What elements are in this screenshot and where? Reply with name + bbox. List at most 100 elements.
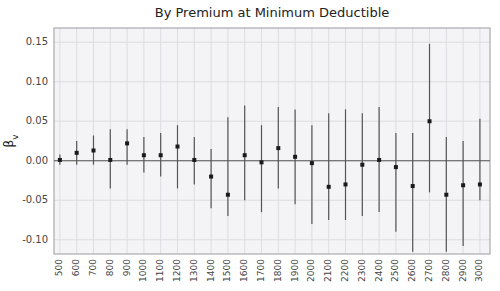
x-grid-line xyxy=(395,28,396,254)
x-tick-label: 1700 xyxy=(256,259,266,282)
x-grid-line xyxy=(278,28,279,254)
point xyxy=(310,161,314,165)
point xyxy=(478,182,482,186)
interval xyxy=(311,125,312,224)
x-tick-label: 2300 xyxy=(357,259,367,282)
x-grid-line xyxy=(227,28,228,254)
x-grid-line xyxy=(362,28,363,254)
interval xyxy=(177,125,178,188)
interval xyxy=(463,141,464,246)
point xyxy=(243,153,247,157)
x-tick-label: 2400 xyxy=(374,259,384,282)
x-grid-line xyxy=(211,28,212,254)
x-tick-label: 1500 xyxy=(222,259,232,282)
x-tick-label: 2200 xyxy=(340,259,350,282)
x-grid-line xyxy=(311,28,312,254)
marks xyxy=(54,44,490,252)
interval xyxy=(227,117,228,216)
x-grid-line xyxy=(429,28,430,254)
x-tick-label: 2700 xyxy=(424,259,434,282)
x-tick-label: 2500 xyxy=(390,259,400,282)
interval xyxy=(345,109,346,220)
point xyxy=(142,153,146,157)
x-tick-label: 800 xyxy=(105,259,115,276)
x-grid-line xyxy=(143,28,144,254)
x-tick-label: 500 xyxy=(54,259,64,276)
y-grid-line xyxy=(54,42,490,43)
y-grid-line xyxy=(54,160,490,161)
y-grid-line xyxy=(54,239,490,240)
interval xyxy=(328,113,329,220)
y-grid-line xyxy=(54,81,490,82)
x-tick-label: 2600 xyxy=(407,259,417,282)
y-tick-label: -0.05 xyxy=(22,194,48,205)
x-grid-line xyxy=(328,28,329,254)
y-tick-label: 0.10 xyxy=(26,76,48,87)
x-grid-line xyxy=(345,28,346,254)
point xyxy=(394,165,398,169)
plot-area xyxy=(54,28,490,254)
point xyxy=(108,158,112,162)
plot-frame xyxy=(54,28,490,254)
reference-line xyxy=(54,160,490,161)
x-tick-label: 2800 xyxy=(441,259,451,282)
point xyxy=(411,184,415,188)
x-tick-label: 1300 xyxy=(189,259,199,282)
y-grid-line xyxy=(54,200,490,201)
x-tick-label: 1200 xyxy=(172,259,182,282)
point xyxy=(75,151,79,155)
x-tick-label: 1400 xyxy=(206,259,216,282)
point xyxy=(192,158,196,162)
point xyxy=(276,146,280,150)
x-tick-label: 1800 xyxy=(273,259,283,282)
x-tick-label: 1600 xyxy=(239,259,249,282)
interval xyxy=(244,105,245,200)
point xyxy=(377,158,381,162)
interval xyxy=(479,119,480,200)
point xyxy=(327,185,331,189)
point xyxy=(444,193,448,197)
x-tick-label: 600 xyxy=(71,259,81,276)
point xyxy=(293,155,297,159)
point xyxy=(226,193,230,197)
x-grid-line xyxy=(295,28,296,254)
point xyxy=(125,141,129,145)
point xyxy=(344,182,348,186)
x-tick-label: 1000 xyxy=(138,259,148,282)
interval xyxy=(261,125,262,212)
title: By Premium at Minimum Deductible xyxy=(155,5,390,20)
y-tick-label: 0.15 xyxy=(26,36,48,47)
x-tick-label: 2000 xyxy=(306,259,316,282)
interval xyxy=(412,133,413,252)
y-tick-label: -0.10 xyxy=(22,234,48,245)
x-grid-line xyxy=(160,28,161,254)
interval xyxy=(429,44,430,193)
x-grid-line xyxy=(463,28,464,254)
x-grid-line xyxy=(194,28,195,254)
grid xyxy=(54,28,490,254)
x-tick-label: 3000 xyxy=(474,259,484,282)
x-grid-line xyxy=(177,28,178,254)
point xyxy=(209,175,213,179)
y-tick-label: 0.00 xyxy=(26,155,48,166)
y-axis-label: βv xyxy=(2,134,20,148)
point xyxy=(428,119,432,123)
chart: -0.10-0.050.000.050.100.1550060070080090… xyxy=(0,0,500,291)
interval xyxy=(126,129,127,165)
x-tick-label: 2900 xyxy=(458,259,468,282)
point xyxy=(259,160,263,164)
x-tick-label: 2100 xyxy=(323,259,333,282)
point xyxy=(461,183,465,187)
x-tick-label: 1900 xyxy=(290,259,300,282)
x-grid-line xyxy=(479,28,480,254)
point xyxy=(175,145,179,149)
x-grid-line xyxy=(379,28,380,254)
x-tick-label: 1100 xyxy=(155,259,165,282)
y-grid-line xyxy=(54,121,490,122)
point xyxy=(58,158,62,162)
x-grid-line xyxy=(244,28,245,254)
y-tick-label: 0.05 xyxy=(26,115,48,126)
x-grid-line xyxy=(76,28,77,254)
x-grid-line xyxy=(127,28,128,254)
x-grid-line xyxy=(110,28,111,254)
